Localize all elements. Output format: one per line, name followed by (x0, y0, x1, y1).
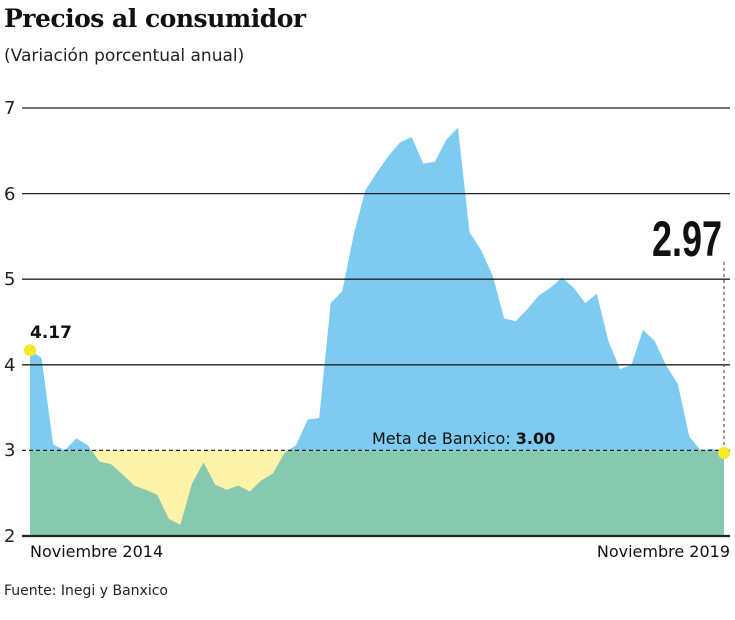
y-tick-7: 7 (4, 98, 15, 119)
y-tick-6: 6 (4, 184, 15, 205)
chart-title: Precios al consumidor (4, 4, 306, 33)
end-value-label: 2.97 (652, 212, 722, 267)
start-value-label: 4.17 (30, 323, 72, 343)
y-tick-2: 2 (4, 526, 15, 547)
target-label: Meta de Banxico: 3.00 (372, 429, 555, 448)
target-value: 3.00 (516, 429, 555, 448)
chart-subtitle: (Variación porcentual anual) (4, 46, 245, 66)
y-tick-4: 4 (4, 355, 15, 376)
x-label-end: Noviembre 2019 (597, 542, 730, 561)
y-tick-5: 5 (4, 269, 15, 290)
start-point-marker (24, 344, 36, 357)
x-label-start: Noviembre 2014 (30, 542, 163, 561)
area-above-target (30, 127, 724, 537)
area-base (30, 450, 724, 536)
target-label-text: Meta de Banxico: (372, 429, 516, 448)
source-note: Fuente: Inegi y Banxico (4, 583, 168, 599)
y-tick-3: 3 (4, 440, 15, 461)
end-point-marker (718, 446, 730, 459)
